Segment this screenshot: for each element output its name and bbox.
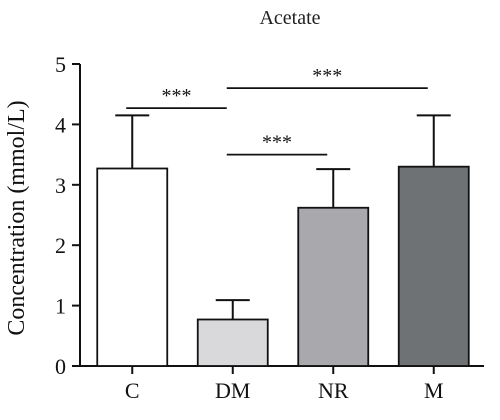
significance-label: ***: [312, 65, 342, 87]
y-axis-label: Concentration (mmol/L): [4, 100, 30, 335]
error-bars-group: [115, 114, 451, 320]
chart-title: Acetate: [259, 7, 320, 29]
y-tick-label: 5: [55, 52, 66, 77]
y-tick-label: 2: [55, 233, 66, 258]
category-labels-group: C DM NR M: [125, 378, 444, 403]
bar-nr: [297, 206, 370, 367]
significance-label: ***: [262, 132, 292, 154]
category-label-c: C: [125, 378, 140, 403]
significance-group: *** *** ***: [126, 65, 428, 156]
y-tick-label: 1: [55, 294, 66, 319]
bars-group: [96, 165, 470, 367]
category-label-m: M: [424, 378, 444, 403]
bar-dm: [196, 318, 269, 367]
bar-m: [397, 165, 470, 367]
category-label-nr: NR: [318, 378, 349, 403]
y-tick-label: 3: [55, 173, 66, 198]
category-label-dm: DM: [215, 378, 250, 403]
bar-c: [96, 167, 169, 367]
y-tick-label: 0: [55, 354, 66, 379]
significance-label: ***: [162, 85, 192, 107]
y-tick-label: 4: [55, 112, 66, 137]
